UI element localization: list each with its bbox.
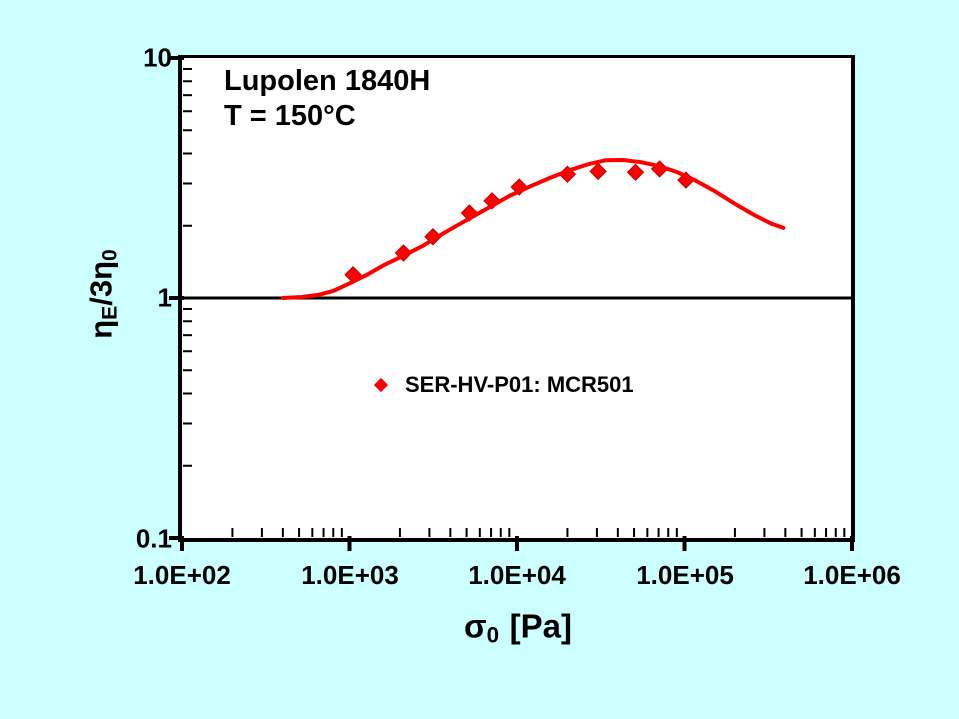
x-axis-title: σ0 [Pa]	[464, 608, 572, 649]
x-axis-title-sub-0: 0	[486, 622, 500, 648]
x-axis-title-sigma: σ	[464, 607, 487, 645]
y-axis-title-eta1: η	[83, 319, 119, 339]
y-axis-title-sub-e: E	[98, 305, 122, 320]
x-axis-title-unit: [Pa]	[509, 607, 572, 645]
y-tick-label-1: 1	[157, 282, 172, 313]
chart-title: Lupolen 1840H T = 150°C	[224, 64, 430, 134]
x-tick-label-1e2: 1.0E+02	[133, 560, 231, 590]
y-axis-title-mid: /3	[83, 279, 119, 306]
y-axis-title-eta2: η	[83, 260, 119, 280]
legend-label: SER-HV-P01: MCR501	[405, 372, 634, 397]
x-tick-label-1e4: 1.0E+04	[468, 560, 566, 590]
y-tick-label-10: 10	[143, 42, 172, 73]
y-axis-title: ηE/3η0	[84, 249, 123, 339]
title-line-2: T = 150°C	[224, 100, 356, 132]
y-tick-label-0p1: 0.1	[135, 523, 172, 554]
x-tick-label-1e3: 1.0E+03	[301, 560, 399, 590]
title-line-1: Lupolen 1840H	[224, 65, 431, 97]
x-tick-label-1e6: 1.0E+06	[803, 560, 901, 590]
x-tick-label-1e5: 1.0E+05	[636, 560, 734, 590]
y-axis-title-sub-0: 0	[98, 249, 122, 261]
